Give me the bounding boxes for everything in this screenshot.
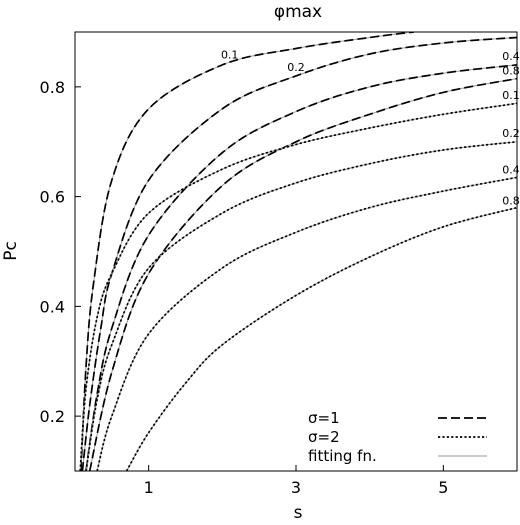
legend-label: σ=2 — [308, 428, 340, 446]
fit-curve-s1-0.4 — [85, 64, 517, 471]
legend-label: σ=1 — [308, 409, 340, 427]
x-tick-label: 5 — [438, 478, 448, 497]
fit-curve-s2-0.1 — [79, 102, 517, 471]
curve-s2-0.2 — [85, 140, 517, 471]
curve-s2-0.8 — [125, 206, 517, 471]
x-axis-label: s — [294, 503, 303, 523]
curves — [79, 32, 517, 471]
y-axis-label: Pc — [1, 241, 21, 261]
curve-label-s2-0.8: 0.8 — [502, 194, 520, 207]
curve-label-s1-0.1: 0.1 — [221, 48, 239, 61]
curve-label-s2-0.1: 0.1 — [502, 89, 520, 102]
curve-s2-0.4 — [96, 176, 517, 471]
chart-title: φmax — [274, 2, 322, 22]
y-tick-label: 0.2 — [40, 407, 65, 426]
y-tick-label: 0.8 — [40, 78, 65, 97]
curve-s2-0.1 — [79, 102, 517, 471]
axis-ticks: 1 3 5 0.2 0.4 0.6 0.8 — [40, 78, 449, 497]
fit-curve-s1-0.1 — [80, 32, 414, 471]
plot-frame — [74, 31, 518, 472]
legend-label: fitting fn. — [308, 447, 377, 465]
curve-label-s2-0.4: 0.4 — [502, 163, 520, 176]
y-axis-label-text: Pc — [1, 241, 21, 261]
x-tick-label: 3 — [291, 478, 301, 497]
y-tick-label: 0.4 — [40, 297, 65, 316]
curve-label-s1-0.4: 0.4 — [502, 50, 520, 63]
curve-s1-0.2 — [81, 36, 517, 471]
curve-labels: 0.1 0.2 0.4 0.8 0.1 0.2 0.4 0.8 — [221, 48, 520, 207]
curve-s1-0.4 — [85, 64, 517, 471]
curve-s1-0.8 — [88, 77, 517, 471]
curve-label-s1-0.2: 0.2 — [287, 61, 305, 74]
curve-label-s1-0.8: 0.8 — [502, 65, 520, 78]
fit-curve-s2-0.2 — [85, 141, 517, 471]
x-tick-label: 1 — [144, 478, 154, 497]
curve-label-s2-0.2: 0.2 — [502, 127, 520, 140]
y-tick-label: 0.6 — [40, 188, 65, 207]
fit-curve-s1-0.2 — [81, 37, 517, 471]
curve-s1-0.1 — [80, 32, 415, 471]
